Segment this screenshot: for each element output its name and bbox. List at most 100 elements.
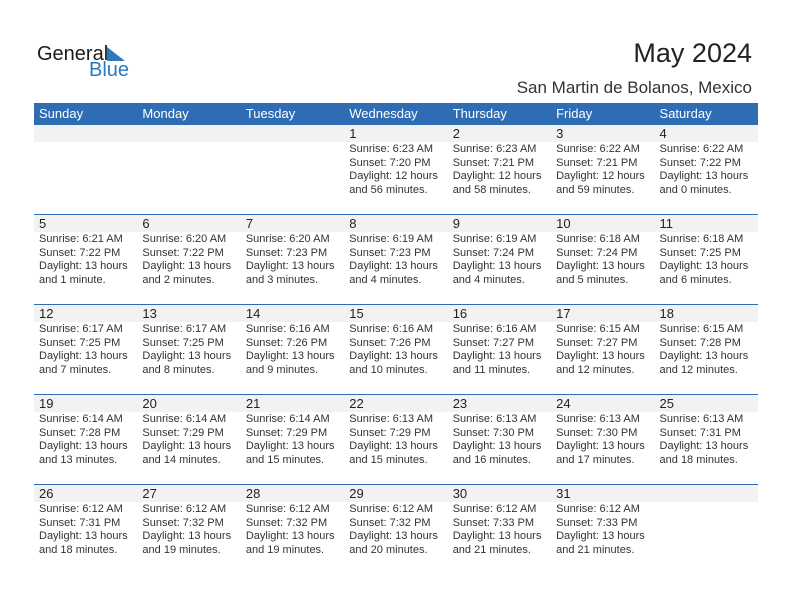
day-number: 3 (556, 126, 564, 141)
day-number: 22 (349, 396, 364, 411)
day-cell: 18 Sunrise: 6:15 AM Sunset: 7:28 PM Dayligh… (655, 305, 758, 395)
weekday-wednesday: Wednesday (349, 106, 418, 121)
day-number: 18 (659, 306, 674, 321)
sunset-text: Sunset: 7:25 PM (659, 246, 741, 259)
day-number: 10 (556, 216, 571, 231)
day-number: 20 (142, 396, 157, 411)
daylight-text: Daylight: 13 hours (659, 260, 749, 272)
day-cell: 10 Sunrise: 6:18 AM Sunset: 7:24 PM Dayligh… (551, 215, 654, 305)
sunrise-text: Sunrise: 6:18 AM (556, 233, 640, 245)
sunset-text: Sunset: 7:29 PM (349, 426, 431, 439)
day-number: 23 (452, 396, 468, 411)
day-number: 2 (452, 126, 460, 141)
sun-info: Sunrise: 6:17 AM Sunset: 7:25 PM Daylight:… (142, 323, 240, 377)
daylight-text: Daylight: 13 hours (452, 260, 542, 272)
day-cell: 3 Sunrise: 6:22 AM Sunset: 7:21 PM Daylight… (551, 125, 654, 215)
day-cell: 29 Sunrise: 6:12 AM Sunset: 7:32 PM Dayligh… (344, 485, 447, 575)
daylight-text: Daylight: 13 hours (556, 350, 645, 362)
daylight-text: Daylight: 13 hours (452, 350, 542, 362)
day-cell: 6 Sunrise: 6:20 AM Sunset: 7:22 PM Daylight… (137, 215, 240, 305)
minutes-text: and 18 minutes. (39, 543, 118, 556)
minutes-text: and 5 minutes. (556, 273, 629, 286)
sunset-text: Sunset: 7:33 PM (556, 516, 638, 529)
minutes-text: and 1 minute. (39, 273, 106, 286)
weekday-friday: Friday (556, 106, 593, 121)
sunset-text: Sunset: 7:24 PM (452, 246, 535, 259)
sunrise-text: Sunrise: 6:17 AM (39, 323, 123, 335)
daylight-text: Daylight: 13 hours (39, 440, 128, 452)
sun-info: Sunrise: 6:18 AM Sunset: 7:25 PM Daylight:… (660, 233, 758, 287)
sunset-text: Sunset: 7:32 PM (245, 516, 328, 529)
day-cell: 2 Sunrise: 6:23 AM Sunset: 7:21 PM Daylight… (448, 125, 551, 215)
day-cell: 1 Sunrise: 6:23 AM Sunset: 7:20 PM Daylight… (344, 125, 447, 215)
sunrise-text: Sunrise: 6:16 AM (452, 323, 537, 335)
daylight-text: Daylight: 13 hours (142, 350, 232, 362)
sunset-text: Sunset: 7:28 PM (39, 426, 121, 439)
logo-general: General (37, 43, 109, 65)
sunrise-text: Sunrise: 6:20 AM (245, 233, 330, 245)
day-number: 25 (659, 396, 674, 411)
sunrise-text: Sunrise: 6:19 AM (452, 233, 537, 245)
weekday-monday: Monday (142, 106, 189, 121)
daylight-text: Daylight: 13 hours (452, 440, 542, 452)
day-number: 13 (142, 306, 157, 321)
sun-info: Sunrise: 6:16 AM Sunset: 7:26 PM Daylight:… (349, 323, 447, 377)
sunrise-text: Sunrise: 6:22 AM (556, 143, 640, 155)
minutes-text: and 7 minutes. (39, 363, 112, 376)
minutes-text: and 16 minutes. (452, 453, 531, 466)
sunrise-text: Sunrise: 6:14 AM (245, 413, 330, 425)
day-cell: 8 Sunrise: 6:19 AM Sunset: 7:23 PM Daylight… (344, 215, 447, 305)
sunrise-text: Sunrise: 6:12 AM (452, 503, 537, 515)
date-band (34, 125, 758, 142)
sun-info: Sunrise: 6:23 AM Sunset: 7:21 PM Daylight:… (453, 143, 551, 197)
sunset-text: Sunset: 7:21 PM (556, 156, 638, 169)
sun-info: Sunrise: 6:16 AM Sunset: 7:27 PM Daylight:… (453, 323, 551, 377)
daylight-text: Daylight: 13 hours (659, 170, 749, 182)
daylight-text: Daylight: 13 hours (142, 440, 232, 452)
week-row: 5 Sunrise: 6:21 AM Sunset: 7:22 PM Daylight… (34, 214, 758, 305)
sunset-text: Sunset: 7:30 PM (452, 426, 535, 439)
day-cell: 4 Sunrise: 6:22 AM Sunset: 7:22 PM Daylight… (655, 125, 758, 215)
day-cell: 5 Sunrise: 6:21 AM Sunset: 7:22 PM Daylight… (34, 215, 137, 305)
day-cell: 24 Sunrise: 6:13 AM Sunset: 7:30 PM Dayligh… (551, 395, 654, 485)
empty-cell (241, 125, 344, 215)
daylight-text: Daylight: 13 hours (452, 530, 542, 542)
sun-info: Sunrise: 6:12 AM Sunset: 7:33 PM Daylight:… (556, 503, 654, 557)
day-cell: 25 Sunrise: 6:13 AM Sunset: 7:31 PM Dayligh… (655, 395, 758, 485)
sunset-text: Sunset: 7:20 PM (349, 156, 431, 169)
day-number: 30 (452, 486, 468, 501)
sun-info: Sunrise: 6:14 AM Sunset: 7:28 PM Daylight:… (39, 413, 137, 467)
sunrise-text: Sunrise: 6:15 AM (556, 323, 640, 335)
sunset-text: Sunset: 7:25 PM (39, 336, 121, 349)
page-title: May 2024 (633, 38, 752, 68)
day-number: 9 (452, 216, 460, 231)
day-cell: 11 Sunrise: 6:18 AM Sunset: 7:25 PM Dayligh… (655, 215, 758, 305)
minutes-text: and 15 minutes. (245, 453, 325, 466)
sunset-text: Sunset: 7:29 PM (142, 426, 224, 439)
empty-cell (34, 125, 137, 215)
daylight-text: Daylight: 13 hours (245, 440, 335, 452)
sunrise-text: Sunrise: 6:12 AM (245, 503, 330, 515)
minutes-text: and 20 minutes. (349, 543, 428, 556)
sun-info: Sunrise: 6:20 AM Sunset: 7:23 PM Daylight:… (246, 233, 344, 287)
day-cell: 9 Sunrise: 6:19 AM Sunset: 7:24 PM Daylight… (448, 215, 551, 305)
day-number: 14 (245, 306, 261, 321)
sun-info: Sunrise: 6:13 AM Sunset: 7:29 PM Daylight:… (349, 413, 447, 467)
daylight-text: Daylight: 12 hours (452, 170, 542, 182)
day-cell: 27 Sunrise: 6:12 AM Sunset: 7:32 PM Dayligh… (137, 485, 240, 575)
minutes-text: and 21 minutes. (452, 543, 531, 556)
sunrise-text: Sunrise: 6:15 AM (659, 323, 744, 335)
day-cell: 17 Sunrise: 6:15 AM Sunset: 7:27 PM Dayligh… (551, 305, 654, 395)
sun-info: Sunrise: 6:15 AM Sunset: 7:28 PM Daylight:… (660, 323, 758, 377)
day-number: 27 (142, 486, 157, 501)
sun-info: Sunrise: 6:14 AM Sunset: 7:29 PM Daylight:… (142, 413, 240, 467)
sunset-text: Sunset: 7:25 PM (142, 336, 224, 349)
daylight-text: Daylight: 13 hours (659, 440, 749, 452)
sunset-text: Sunset: 7:27 PM (452, 336, 535, 349)
minutes-text: and 59 minutes. (556, 183, 635, 196)
sun-info: Sunrise: 6:21 AM Sunset: 7:22 PM Daylight:… (39, 233, 137, 287)
sunrise-text: Sunrise: 6:19 AM (349, 233, 434, 245)
sun-info: Sunrise: 6:15 AM Sunset: 7:27 PM Daylight:… (556, 323, 654, 377)
minutes-text: and 12 minutes. (556, 363, 635, 376)
daylight-text: Daylight: 13 hours (556, 260, 645, 272)
